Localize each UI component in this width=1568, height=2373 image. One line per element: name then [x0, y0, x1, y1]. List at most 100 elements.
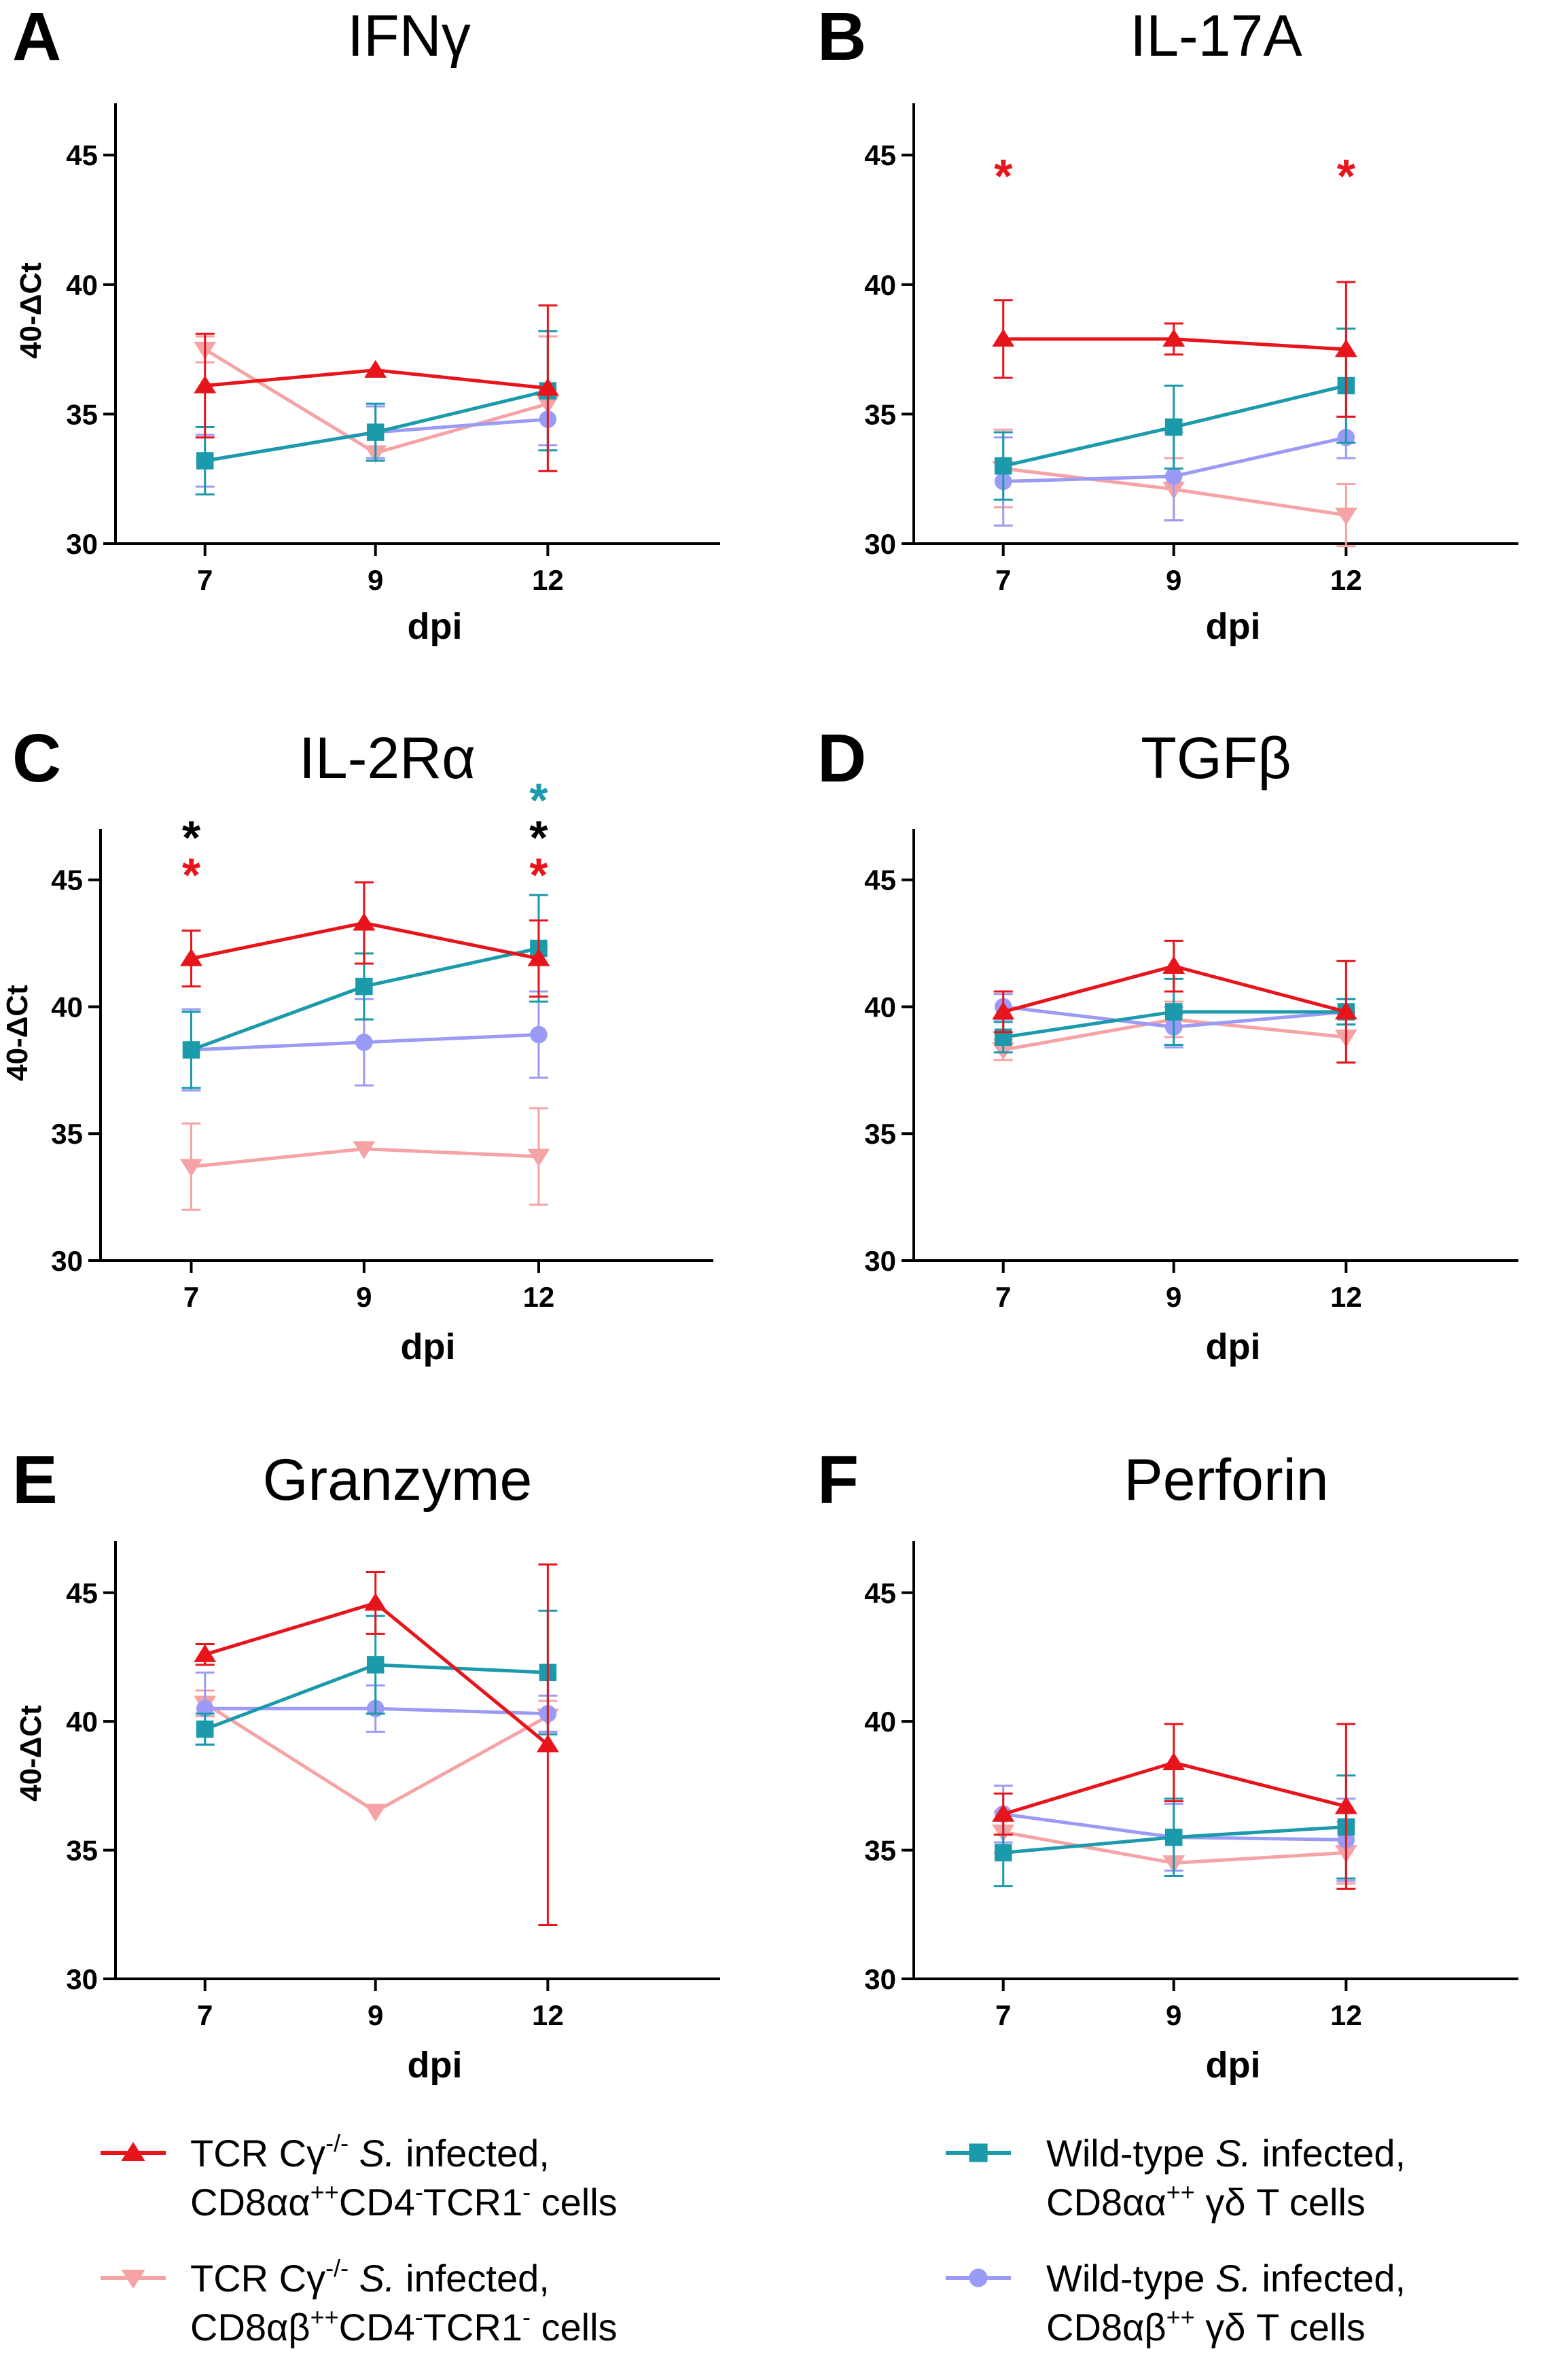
- y-tick-label: 30: [864, 1963, 896, 1995]
- y-tick-label: 40: [864, 1706, 896, 1738]
- legend-text: -/-: [325, 2254, 349, 2282]
- series-s1: [179, 881, 550, 998]
- y-tick-label: 40: [51, 991, 83, 1023]
- x-axis-label: dpi: [408, 606, 463, 647]
- y-tick-label: 30: [66, 1963, 98, 1995]
- y-axis-label: 40-ΔCt: [14, 1705, 48, 1801]
- series-s3: [181, 894, 548, 1089]
- legend-label-line1: TCR Cγ-/- S. infected,: [190, 2254, 550, 2300]
- series-s3: [195, 330, 558, 496]
- triangle-up-marker: [536, 378, 559, 396]
- square-marker: [994, 1844, 1012, 1862]
- series-s1: [194, 1563, 559, 1926]
- triangle-up-marker: [194, 1644, 217, 1662]
- triangle-up-marker: [179, 948, 202, 966]
- significance-star: *: [529, 811, 548, 864]
- legend-text: CD8αα: [190, 2181, 310, 2223]
- plot-area-a: 30 35 40 45 7 9 12: [66, 103, 720, 596]
- y-tick-label: 45: [66, 139, 98, 171]
- y-tick-label: 45: [864, 139, 896, 171]
- legend-text: ++: [1166, 2178, 1195, 2206]
- x-axis-label: dpi: [1206, 606, 1261, 647]
- triangle-up-marker: [992, 328, 1015, 347]
- x-tick-label: 9: [1166, 1999, 1181, 2031]
- legend-text: infected,: [395, 2257, 550, 2300]
- legend-label-line1: Wild-type S. infected,: [1046, 2257, 1406, 2300]
- legend-text: CD4: [339, 2306, 415, 2349]
- panel-d: D TGFβ dpi 30 35 40 45 7 9 12: [817, 720, 1518, 1367]
- legend-item-4: Wild-type S. infected, CD8αβ++ γδ T cell…: [946, 2257, 1406, 2349]
- plot-area-b: 30 35 40 45 7 9 12 * *: [864, 103, 1518, 596]
- legend-text: S.: [1205, 2132, 1251, 2175]
- legend-text: ++: [310, 2178, 339, 2206]
- panel-title: Perforin: [1124, 1447, 1328, 1513]
- x-tick-label: 7: [995, 1999, 1011, 2031]
- legend-text: -: [415, 2303, 423, 2331]
- legend-text: γδ T cells: [1195, 2306, 1366, 2349]
- legend-marker: [101, 2270, 166, 2289]
- x-tick-label: 9: [1166, 1281, 1181, 1313]
- legend-text: CD8αβ: [1046, 2306, 1166, 2349]
- triangle-up-marker: [992, 1804, 1015, 1822]
- y-tick-label: 40: [864, 269, 896, 301]
- plot-area-f: 30 35 40 45 7 9 12: [864, 1541, 1518, 2031]
- x-tick-label: 9: [1166, 564, 1181, 596]
- square-marker: [355, 977, 373, 996]
- square-marker: [969, 2143, 988, 2162]
- y-tick-label: 45: [66, 1577, 98, 1609]
- legend-label-line2: CD8αα++CD4-TCR1- cells: [190, 2178, 618, 2223]
- panel-letter: F: [817, 1442, 859, 1518]
- triangle-up-marker: [536, 1734, 559, 1753]
- y-tick-label: 40: [864, 991, 896, 1023]
- triangle-up-marker: [194, 375, 217, 393]
- panel-a: A IFNγ 40-ΔCt dpi 30 35 40 45 7 9 12: [12, 0, 720, 647]
- x-tick-label: 7: [197, 1999, 213, 2031]
- panel-f: F Perforin dpi 30 35 40 45 7 9 12: [817, 1442, 1518, 2086]
- legend-text: CD4: [339, 2181, 415, 2223]
- series-s1: [992, 1723, 1357, 1890]
- legend-marker: [946, 2268, 1011, 2287]
- square-marker: [1164, 1828, 1183, 1846]
- triangle-up-marker: [992, 1001, 1015, 1020]
- y-tick-label: 30: [66, 528, 98, 560]
- significance-star: *: [182, 849, 201, 902]
- legend-text: -: [415, 2178, 423, 2206]
- y-tick-label: 30: [864, 1245, 896, 1277]
- square-marker: [182, 1041, 200, 1059]
- x-tick-label: 7: [197, 564, 213, 596]
- legend-text: -: [522, 2178, 531, 2206]
- x-tick-label: 9: [368, 564, 383, 596]
- y-tick-label: 35: [864, 1835, 896, 1867]
- legend-text: S.: [1205, 2257, 1251, 2300]
- legend-text: S.: [349, 2257, 395, 2300]
- x-axis-label: dpi: [1206, 2045, 1261, 2086]
- triangle-up-marker: [1334, 1001, 1357, 1020]
- panel-letter: B: [817, 0, 866, 75]
- legend-marker: [946, 2143, 1011, 2162]
- panel-letter: D: [817, 720, 866, 796]
- y-tick-label: 35: [66, 398, 98, 430]
- square-marker: [1164, 1003, 1183, 1021]
- x-tick-label: 12: [523, 1281, 555, 1313]
- triangle-down-marker: [353, 1141, 376, 1159]
- legend-text: TCR Cγ: [190, 2257, 325, 2300]
- triangle-down-marker: [527, 1148, 550, 1167]
- legend-text: cells: [531, 2181, 618, 2223]
- legend: TCR Cγ-/- S. infected, CD8αα++CD4-TCR1- …: [101, 2129, 1406, 2349]
- square-marker: [994, 457, 1012, 475]
- square-marker: [196, 1720, 214, 1738]
- x-tick-label: 12: [1330, 1999, 1362, 2031]
- y-tick-label: 45: [864, 864, 896, 896]
- triangle-down-marker: [179, 1159, 202, 1177]
- circle-marker: [355, 1034, 373, 1051]
- square-marker: [196, 452, 214, 470]
- y-tick-label: 30: [864, 528, 896, 560]
- legend-text: TCR Cγ: [190, 2132, 325, 2175]
- significance-star: *: [529, 849, 548, 902]
- x-tick-label: 12: [532, 1999, 564, 2031]
- y-tick-label: 45: [51, 864, 83, 896]
- panel-title: IL-2Rα: [299, 726, 476, 791]
- legend-label-line2: CD8αβ++CD4-TCR1- cells: [190, 2303, 618, 2349]
- circle-marker: [530, 1025, 548, 1044]
